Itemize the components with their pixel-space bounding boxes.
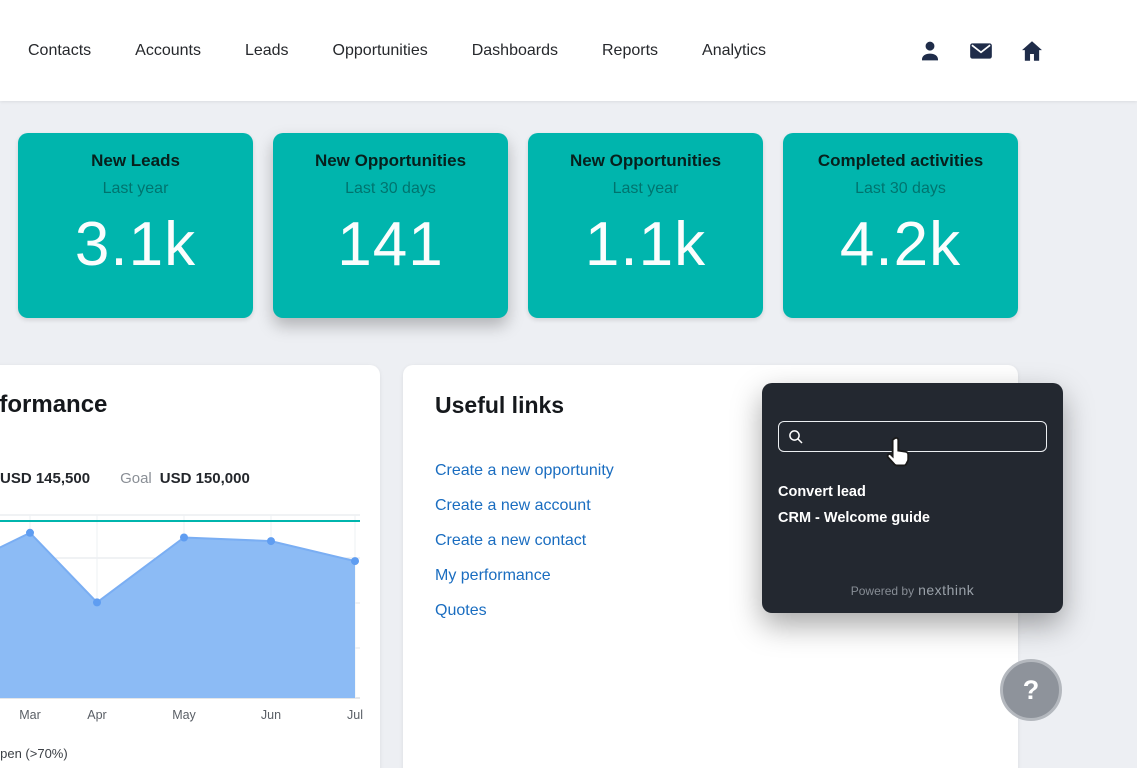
nav-leads[interactable]: Leads bbox=[244, 41, 289, 59]
mail-icon[interactable] bbox=[968, 38, 994, 64]
user-icon[interactable] bbox=[917, 38, 943, 64]
link-create-opportunity[interactable]: Create a new opportunity bbox=[435, 462, 614, 479]
legend-label: Open (>70%) bbox=[0, 746, 68, 761]
link-my-performance[interactable]: My performance bbox=[435, 567, 551, 584]
popup-item-convert-lead[interactable]: Convert lead bbox=[778, 484, 866, 500]
popup-item-list: Convert lead CRM - Welcome guide bbox=[778, 479, 930, 531]
nav-opportunities[interactable]: Opportunities bbox=[332, 41, 428, 59]
performance-legend: Open (>70%) bbox=[0, 746, 354, 761]
kpi-subtitle: Last year bbox=[612, 180, 679, 197]
home-icon[interactable] bbox=[1019, 38, 1045, 64]
assist-popup: Convert lead CRM - Welcome guide Powered… bbox=[762, 383, 1063, 613]
help-button[interactable]: ? bbox=[1000, 659, 1062, 721]
link-create-contact[interactable]: Create a new contact bbox=[435, 532, 587, 549]
kpi-card-completed-activities[interactable]: Completed activities Last 30 days 4.2k bbox=[783, 133, 1018, 318]
svg-text:Jun: Jun bbox=[261, 708, 281, 722]
kpi-value: 1.1k bbox=[584, 210, 707, 279]
search-input[interactable] bbox=[778, 421, 1047, 452]
kpi-title: New Opportunities bbox=[314, 151, 467, 170]
nav-dashboards[interactable]: Dashboards bbox=[471, 41, 558, 59]
kpi-card-new-leads[interactable]: New Leads Last year 3.1k bbox=[18, 133, 253, 318]
kpi-subtitle: Last 30 days bbox=[855, 180, 946, 197]
kpi-subtitle: Last year bbox=[102, 180, 169, 197]
kpi-title: New Leads bbox=[91, 151, 180, 170]
kpi-value: 3.1k bbox=[74, 210, 197, 279]
svg-text:May: May bbox=[172, 708, 196, 722]
kpi-subtitle: Last 30 days bbox=[345, 180, 436, 197]
nav-accounts[interactable]: Accounts bbox=[135, 41, 201, 59]
nav-reports[interactable]: Reports bbox=[602, 41, 659, 59]
performance-goal-value: USD 150,000 bbox=[159, 470, 250, 487]
popup-item-welcome-guide[interactable]: CRM - Welcome guide bbox=[778, 510, 930, 526]
svg-text:Jul: Jul bbox=[347, 708, 363, 722]
svg-text:Apr: Apr bbox=[87, 708, 106, 722]
performance-card: My performance USD 145,500 Goal USD 150,… bbox=[0, 365, 380, 768]
powered-by-label: Powered by bbox=[850, 584, 915, 598]
kpi-title: New Opportunities bbox=[569, 151, 722, 170]
kpi-value: 4.2k bbox=[839, 210, 962, 279]
nexthink-logo: nexthink bbox=[918, 582, 975, 598]
kpi-value: 141 bbox=[337, 210, 444, 279]
powered-by: Powered by nexthink bbox=[762, 582, 1063, 598]
nav-icon-group bbox=[917, 38, 1137, 64]
performance-title: My performance bbox=[0, 391, 108, 418]
performance-stats: USD 145,500 Goal USD 150,000 bbox=[0, 470, 354, 487]
performance-chart: Mar Apr May Jun Jul bbox=[0, 514, 363, 722]
useful-links-title: Useful links bbox=[435, 392, 565, 418]
svg-text:Mar: Mar bbox=[19, 708, 41, 722]
nav-contacts[interactable]: Contacts bbox=[28, 41, 92, 59]
kpi-card-new-opportunities-year[interactable]: New Opportunities Last year 1.1k bbox=[528, 133, 763, 318]
top-nav: Contacts Accounts Leads Opportunities Da… bbox=[0, 0, 1137, 101]
performance-value: USD 145,500 bbox=[0, 470, 91, 487]
performance-goal-label: Goal bbox=[120, 470, 152, 487]
kpi-card-new-opportunities-30d[interactable]: New Opportunities Last 30 days 141 bbox=[273, 133, 508, 318]
link-create-account[interactable]: Create a new account bbox=[435, 497, 591, 514]
useful-links-list: Create a new opportunity Create a new ac… bbox=[435, 462, 986, 620]
link-quotes[interactable]: Quotes bbox=[435, 602, 487, 619]
kpi-row: New Leads Last year 3.1k New Opportuniti… bbox=[18, 133, 1018, 318]
nav-analytics[interactable]: Analytics bbox=[702, 41, 767, 59]
kpi-title: Completed activities bbox=[817, 151, 984, 170]
